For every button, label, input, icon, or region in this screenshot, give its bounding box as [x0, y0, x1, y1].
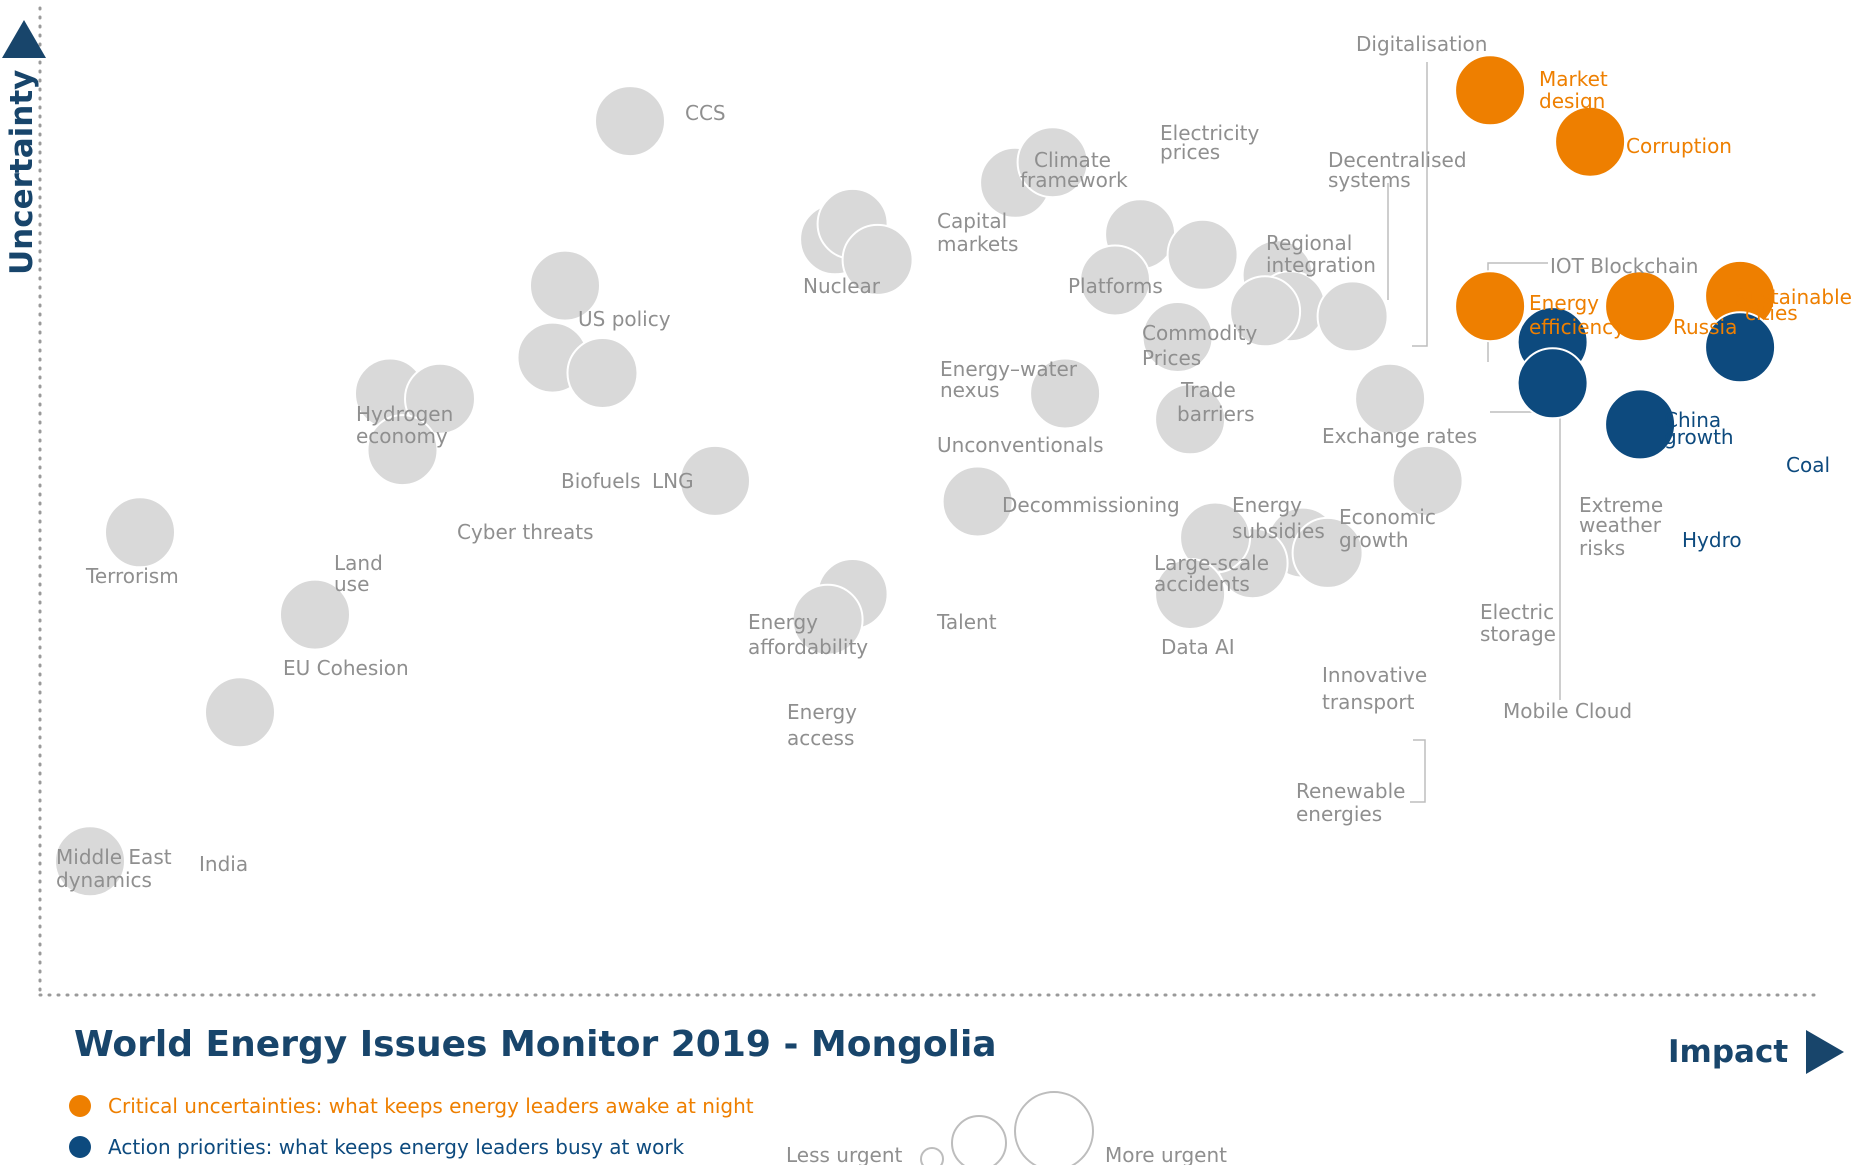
label-unconventionals: Unconventionals — [937, 433, 1104, 457]
label-commodity-prices: Commodity Prices — [1142, 321, 1257, 370]
label-terrorism: Terrorism — [85, 564, 179, 588]
label-eu-cohesion: EU Cohesion — [283, 656, 409, 680]
label-hydro: Hydro — [1682, 528, 1742, 552]
bubble-layer — [54, 54, 1777, 898]
label-digitalisation: Digitalisation — [1356, 32, 1487, 56]
bubble-us-policy — [529, 249, 601, 322]
bubble-market-design — [1454, 54, 1527, 127]
label-capital-markets: Capital markets — [937, 209, 1018, 256]
label-energy-subsidies: Energy subsidies — [1232, 493, 1325, 543]
size-legend-large-circle — [1014, 1091, 1094, 1165]
bubble-iot-blockchain — [1316, 280, 1389, 353]
chart-title: World Energy Issues Monitor 2019 - Mongo… — [74, 1024, 997, 1065]
label-energy-water-nexus: Energy–water nexus — [940, 357, 1078, 402]
label-talent: Talent — [936, 610, 997, 634]
label-ccs: CCS — [685, 101, 726, 125]
bubble-renewable-energies — [1291, 516, 1364, 589]
bubble-energy-water-nexus — [841, 223, 914, 296]
x-axis-arrow-icon — [1806, 1030, 1844, 1074]
label-india: India — [199, 852, 248, 876]
label-hydrogen-economy: Hydrogen economy — [356, 402, 453, 448]
connector-digitalisation — [1412, 62, 1428, 347]
bubble-unconventionals — [1029, 357, 1102, 430]
label-regional-integration: Regional integration — [1266, 231, 1376, 277]
bubble-commodity-prices — [1079, 244, 1152, 317]
label-mobile-cloud: Mobile Cloud — [1503, 699, 1632, 723]
label-biofuels: Biofuels — [561, 469, 641, 493]
bubble-energy-efficiency — [1454, 270, 1527, 343]
y-axis-arrow-icon — [2, 20, 46, 58]
bubble-trade-barriers — [1141, 301, 1214, 373]
label-exchange-rates: Exchange rates — [1322, 424, 1477, 448]
bubble-decommissioning — [941, 465, 1014, 538]
label-russia: Russia — [1673, 315, 1737, 339]
bubble-india — [204, 676, 276, 749]
bubble-eu-cohesion — [279, 578, 351, 651]
label-layer: CCS Nuclear Capital markets Energy–water n… — [56, 32, 1852, 892]
label-china-growth: China growth — [1664, 408, 1734, 449]
label-iot-blockchain: IOT Blockchain — [1550, 254, 1698, 278]
label-extreme-weather-risks: Extreme weather risks — [1579, 493, 1663, 560]
label-sustainable-cities: Sustainable cities — [1735, 285, 1852, 325]
y-axis-title: Uncertainty — [4, 70, 40, 275]
label-innovative-transport: Innovative transport — [1322, 663, 1427, 714]
label-data-ai: Data AI — [1161, 635, 1235, 659]
size-legend-small-circle — [920, 1147, 944, 1165]
bubble-energy-access — [791, 583, 864, 656]
connector-renewable — [1410, 739, 1426, 803]
bubble-corruption — [1554, 105, 1627, 178]
bubble-land-use — [366, 414, 439, 487]
bubble-data-ai — [1154, 558, 1227, 630]
label-electricity-prices: Electricity prices — [1160, 121, 1260, 164]
label-nuclear: Nuclear — [803, 274, 881, 298]
label-corruption: Corruption — [1626, 134, 1732, 158]
bubble-russia — [1604, 270, 1677, 343]
x-axis-title: Impact — [1668, 1034, 1788, 1070]
bubble-cyber-threats — [404, 362, 476, 435]
label-trade-barriers: Trade barriers — [1177, 378, 1255, 426]
label-coal: Coal — [1786, 453, 1830, 477]
bubble-ccs — [594, 85, 666, 158]
legend-action-swatch — [69, 1136, 91, 1158]
connector-mobile-cloud — [1490, 411, 1561, 700]
bubble-mobile-cloud — [1354, 362, 1427, 435]
size-legend-more-urgent: More urgent — [1105, 1143, 1227, 1165]
bubble-extreme-weather-risks — [1516, 347, 1589, 420]
label-cyber-threats: Cyber threats — [457, 520, 594, 544]
bubble-hydro — [1604, 388, 1677, 461]
label-platforms: Platforms — [1068, 274, 1163, 298]
bubble-terrorism — [104, 496, 176, 569]
label-middle-east-dynamics: Middle East dynamics — [56, 845, 172, 892]
bubble-electricity-prices — [1016, 126, 1089, 199]
label-decommissioning: Decommissioning — [1002, 493, 1180, 517]
size-legend-medium-circle — [951, 1115, 1007, 1165]
label-energy-access: Energy access — [787, 700, 857, 750]
label-us-policy: US policy — [578, 307, 671, 331]
label-decentralised-systems: Decentralised systems — [1328, 148, 1467, 192]
bubble-energy-subsidies — [1154, 383, 1227, 456]
label-climate-framework: Climate framework — [1020, 148, 1128, 192]
label-land-use: Land use — [334, 551, 383, 596]
bubble-middle-east-dynamics — [54, 825, 126, 898]
legend-action-text: Action priorities: what keeps energy lea… — [108, 1135, 685, 1159]
bubble-exchange-rates — [1229, 275, 1302, 348]
label-economic-growth: Economic growth — [1339, 505, 1436, 552]
bubble-regional-integration — [1166, 218, 1239, 291]
label-energy-affordability: Energy affordability — [748, 610, 868, 659]
bubble-energy-affordability — [679, 444, 751, 517]
bubble-electric-storage — [1391, 444, 1464, 517]
bubble-coal — [1704, 311, 1777, 384]
label-market-design: Market design — [1539, 67, 1608, 113]
label-electric-storage: Electric storage — [1480, 600, 1556, 646]
label-renewable-energies: Renewable energies — [1296, 779, 1405, 826]
label-large-scale-accidents: Large-scale accidents — [1154, 551, 1269, 596]
label-lng: LNG — [652, 469, 694, 493]
legend-critical-swatch — [69, 1095, 91, 1117]
size-legend-less-urgent: Less urgent — [786, 1143, 903, 1165]
label-energy-efficiency: Energy efficiency — [1529, 291, 1625, 339]
legend-critical-text: Critical uncertainties: what keeps energ… — [108, 1094, 754, 1118]
bubble-lng — [566, 337, 639, 409]
